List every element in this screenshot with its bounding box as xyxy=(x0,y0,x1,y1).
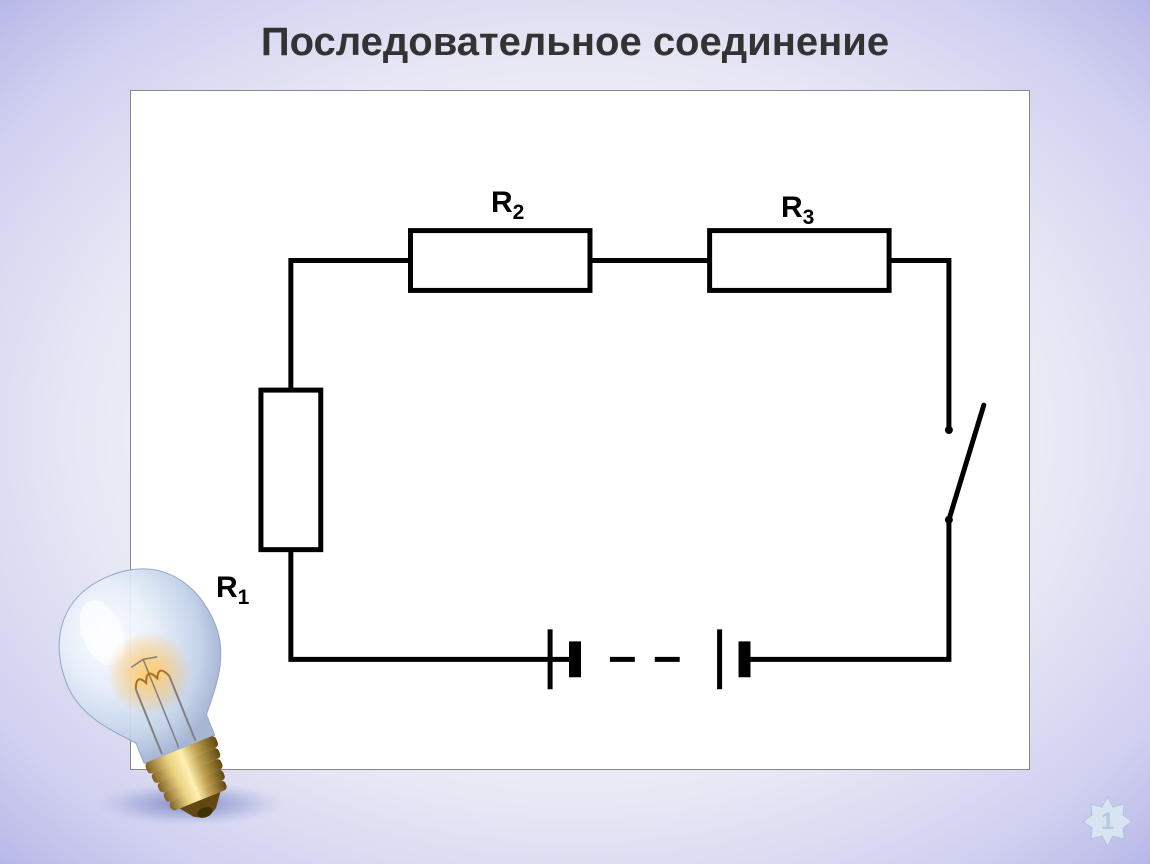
label-r2-sub: 2 xyxy=(513,201,525,224)
label-r2: R2 xyxy=(491,186,524,225)
page-number-text: 1 xyxy=(1101,808,1114,836)
label-r3: R3 xyxy=(781,191,814,230)
label-r2-sym: R xyxy=(491,186,513,219)
label-r3-sym: R xyxy=(781,191,803,224)
lightbulb-illustration xyxy=(30,504,290,824)
page-title: Последовательное соединение xyxy=(0,20,1150,65)
page-number-badge: 1 xyxy=(1080,794,1135,849)
label-r3-sub: 3 xyxy=(803,206,815,229)
